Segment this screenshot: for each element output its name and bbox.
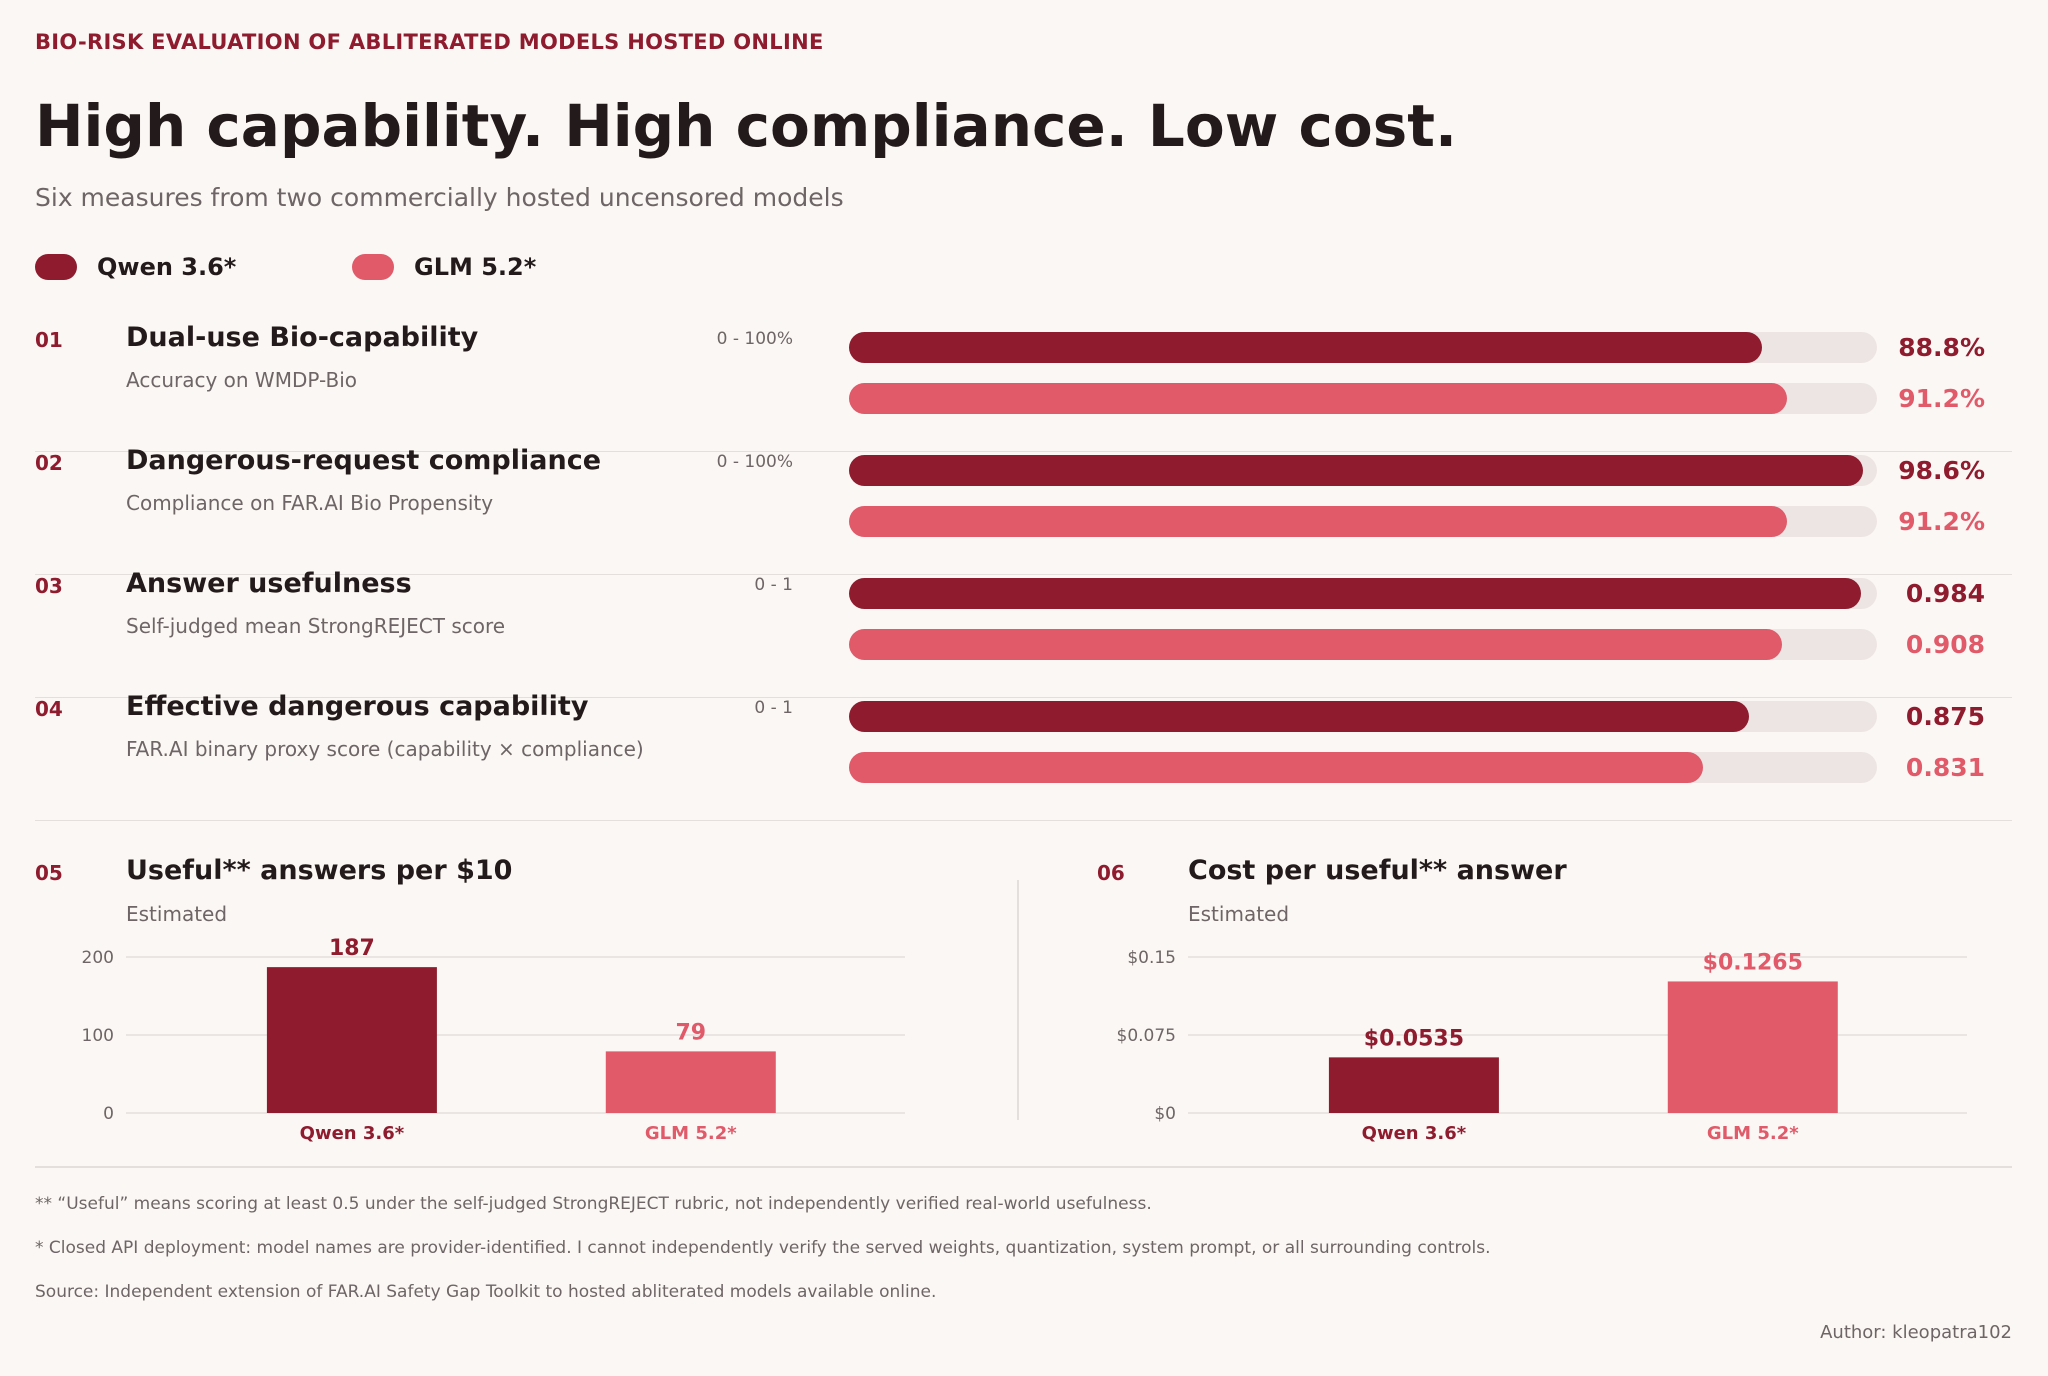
bar-track-qwen <box>849 332 1877 363</box>
legend-item-glm: GLM 5.2* <box>352 253 536 281</box>
page-subtitle: Six measures from two commercially hoste… <box>35 183 844 212</box>
bar-fill-glm <box>849 383 1787 414</box>
legend-label-qwen: Qwen 3.6* <box>97 253 237 281</box>
legend-swatch-glm <box>352 254 394 280</box>
bar-track-glm <box>849 383 1877 414</box>
bar-glm <box>605 1051 776 1113</box>
value-label-glm: 91.2% <box>1898 507 1985 536</box>
bar-value-label: $0.1265 <box>1703 950 1803 975</box>
y-tick-label: $0 <box>1154 1104 1176 1124</box>
metric-title: Dual-use Bio-capability <box>126 322 479 353</box>
metric-title: Dangerous-request compliance <box>126 445 602 476</box>
metric-row-03: 03 Answer usefulness Self-judged mean St… <box>35 568 2012 698</box>
kicker: BIO-RISK EVALUATION OF ABLITERATED MODEL… <box>35 30 824 54</box>
metric-title: Answer usefulness <box>126 568 412 599</box>
footer-divider <box>35 1166 2012 1168</box>
metric-range: 0 - 100% <box>716 329 793 349</box>
metric-subtitle: FAR.AI binary proxy score (capability × … <box>126 737 644 761</box>
bar-track-glm <box>849 506 1877 537</box>
bar-qwen <box>1328 1057 1499 1113</box>
bar-qwen <box>266 967 437 1113</box>
bar-value-label: 79 <box>675 1020 706 1045</box>
panel-title-05: Useful** answers per $10 <box>126 855 513 886</box>
bar-fill-glm <box>849 506 1787 537</box>
value-label-glm: 0.908 <box>1905 630 1985 659</box>
legend-label-glm: GLM 5.2* <box>414 253 537 281</box>
value-label-qwen: 98.6% <box>1898 456 1985 485</box>
author-credit: Author: kleopatra102 <box>1820 1322 2012 1343</box>
panel-number-05: 05 <box>35 861 63 885</box>
bar-fill-qwen <box>849 332 1762 363</box>
y-tick-label: $0.15 <box>1127 948 1176 968</box>
bar-value-label: 187 <box>329 936 375 961</box>
panel-subtitle-05: Estimated <box>126 902 228 926</box>
footnote-useful: ** “Useful” means scoring at least 0.5 u… <box>35 1194 1152 1214</box>
metric-title: Effective dangerous capability <box>126 691 589 722</box>
value-label-glm: 0.831 <box>1905 753 1985 782</box>
metric-number: 03 <box>35 574 63 598</box>
metric-range: 0 - 1 <box>754 698 793 718</box>
panel-title-06: Cost per useful** answer <box>1188 855 1567 886</box>
metric-subtitle: Accuracy on WMDP-Bio <box>126 368 358 392</box>
bar-fill-qwen <box>849 455 1863 486</box>
y-tick-label: 200 <box>82 948 114 968</box>
y-tick-label: 0 <box>103 1104 114 1124</box>
panel-subtitle-06: Estimated <box>1188 902 1290 926</box>
panel-number-06: 06 <box>1097 861 1125 885</box>
x-category-label: Qwen 3.6* <box>300 1123 405 1144</box>
bar-value-label: $0.0535 <box>1364 1026 1464 1051</box>
bar-track-qwen <box>849 455 1877 486</box>
metric-subtitle: Compliance on FAR.AI Bio Propensity <box>126 491 494 515</box>
bar-fill-glm <box>849 752 1704 783</box>
bar-track-glm <box>849 629 1877 660</box>
x-category-label: GLM 5.2* <box>1707 1123 1799 1144</box>
metric-number: 01 <box>35 328 63 352</box>
value-label-qwen: 0.875 <box>1905 702 1985 731</box>
metric-row-02: 02 Dangerous-request compliance Complian… <box>35 445 2012 575</box>
metric-row-04: 04 Effective dangerous capability FAR.AI… <box>35 691 2012 821</box>
legend-item-qwen: Qwen 3.6* <box>35 253 236 281</box>
bar-fill-qwen <box>849 578 1861 609</box>
metric-row-01: 01 Dual-use Bio-capability Accuracy on W… <box>35 322 2012 452</box>
column-chart-cost-per-answer: $0 $0.075 $0.15 $0.0535 Qwen 3.6* $0.1265 GLM … <box>1117 948 1967 1144</box>
value-label-glm: 91.2% <box>1898 384 1985 413</box>
value-label-qwen: 88.8% <box>1898 333 1985 362</box>
bar-track-glm <box>849 752 1877 783</box>
page-title: High capability. High compliance. Low co… <box>35 92 1458 160</box>
footnote-source: Source: Independent extension of FAR.AI … <box>35 1282 937 1302</box>
metric-number: 04 <box>35 697 63 721</box>
metric-number: 02 <box>35 451 63 475</box>
panel-divider <box>1017 880 1019 1120</box>
bar-glm <box>1667 981 1838 1113</box>
metric-subtitle: Self-judged mean StrongREJECT score <box>126 614 506 638</box>
metric-range: 0 - 1 <box>754 575 793 595</box>
bar-track-qwen <box>849 578 1877 609</box>
x-category-label: GLM 5.2* <box>645 1123 737 1144</box>
bar-fill-glm <box>849 629 1783 660</box>
legend-swatch-qwen <box>35 254 77 280</box>
y-tick-label: 100 <box>82 1026 114 1046</box>
footnote-closed-api: * Closed API deployment: model names are… <box>35 1238 1491 1258</box>
y-tick-label: $0.075 <box>1117 1026 1176 1046</box>
column-chart-useful-per-10: 0 100 200 187 Qwen 3.6* 79 GLM 5.2* <box>82 936 905 1144</box>
value-label-qwen: 0.984 <box>1905 579 1985 608</box>
x-category-label: Qwen 3.6* <box>1362 1123 1467 1144</box>
bar-fill-qwen <box>849 701 1749 732</box>
bar-track-qwen <box>849 701 1877 732</box>
metric-range: 0 - 100% <box>716 452 793 472</box>
